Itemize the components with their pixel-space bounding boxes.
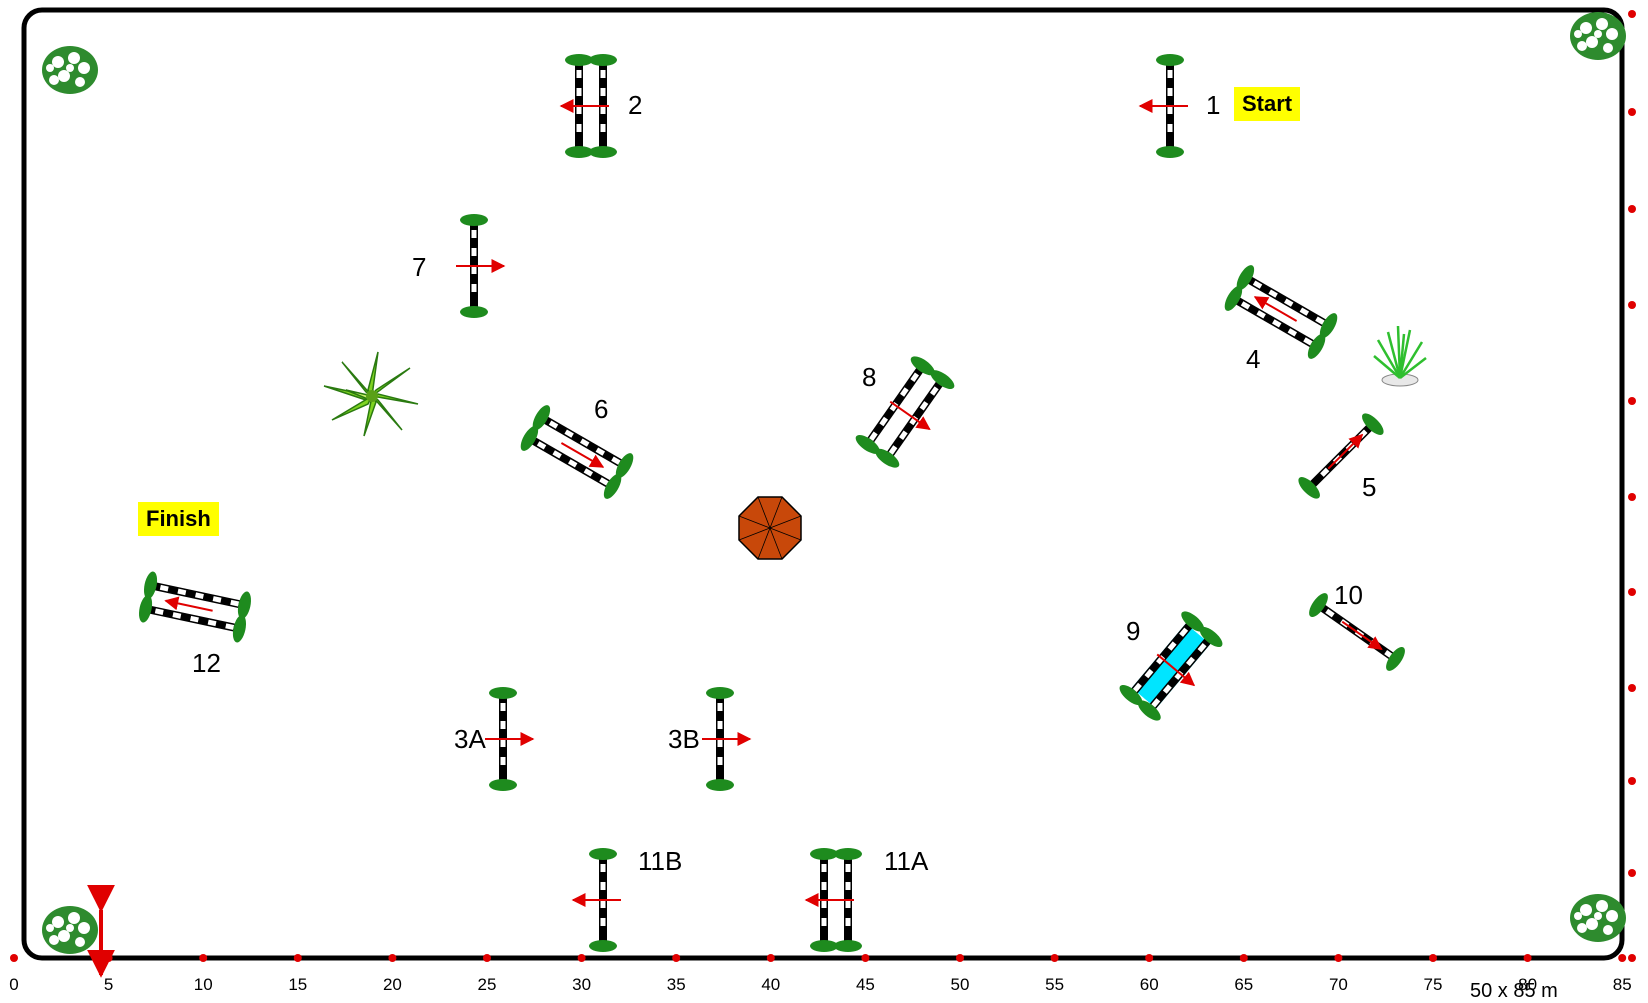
y-tick-mark — [1628, 10, 1636, 18]
start-label: Start — [1234, 87, 1301, 121]
y-tick-mark — [1628, 108, 1636, 116]
obstacle-fence-11b — [571, 848, 621, 952]
x-tick-mark — [672, 954, 681, 962]
x-tick-label: 30 — [572, 975, 591, 994]
x-tick-mark — [861, 954, 870, 962]
obstacle-number-7: 7 — [412, 252, 426, 282]
x-tick-mark — [1239, 954, 1248, 962]
y-tick-mark — [1628, 777, 1636, 785]
direction-arrow — [164, 596, 213, 612]
y-tick-mark — [1628, 205, 1636, 213]
x-tick-label: 80 — [1518, 975, 1537, 994]
x-tick-mark — [1145, 954, 1154, 962]
x-tick-mark — [10, 954, 18, 962]
direction-arrow — [1327, 433, 1364, 470]
x-tick-label: 85 — [1613, 975, 1632, 994]
flower-bush-icon — [42, 46, 98, 94]
x-tick-label: 10 — [194, 975, 213, 994]
obstacle-number-2: 2 — [628, 90, 642, 120]
x-tick-label: 70 — [1329, 975, 1348, 994]
x-tick-mark — [388, 954, 397, 962]
obstacle-fence-12 — [139, 571, 251, 643]
x-tick-mark — [104, 954, 113, 962]
flower-bush-icon — [42, 906, 98, 954]
obstacle-number-4: 4 — [1246, 344, 1260, 374]
obstacle-number-10: 10 — [1334, 580, 1363, 610]
obstacle-number-11a: 11A — [884, 846, 929, 876]
x-tick-label: 20 — [383, 975, 402, 994]
obstacle-number-12: 12 — [192, 648, 221, 678]
obstacle-number-11b: 11B — [638, 846, 682, 876]
obstacle-fence-8 — [855, 356, 955, 468]
palm-plant-icon — [323, 351, 419, 437]
obstacle-number-5: 5 — [1362, 472, 1376, 502]
x-tick-mark — [1334, 954, 1343, 962]
x-tick-mark — [1618, 954, 1627, 962]
y-axis-ruler — [87, 10, 1636, 978]
x-tick-label: 55 — [1045, 975, 1064, 994]
x-tick-mark — [956, 954, 964, 962]
x-tick-label: 25 — [478, 975, 497, 994]
obstacle-fence-3a — [485, 687, 535, 791]
obstacle-number-8: 8 — [862, 362, 876, 392]
y-tick-mark — [1628, 493, 1636, 501]
obstacle-fence-5 — [1298, 413, 1384, 499]
obstacle-fence-1 — [1138, 54, 1188, 158]
y-tick-mark — [1628, 397, 1636, 405]
direction-arrow — [1156, 653, 1196, 687]
obstacle-fence-11a — [804, 848, 862, 952]
direction-arrow — [889, 400, 931, 431]
obstacle-fence-9 — [1119, 611, 1223, 721]
y-tick-mark — [1628, 684, 1636, 692]
x-tick-label: 50 — [951, 975, 970, 994]
arena-border — [21, 7, 1625, 961]
x-tick-mark — [766, 954, 775, 962]
obstacle-number-6: 6 — [594, 394, 608, 424]
direction-arrow — [1341, 620, 1383, 651]
y-tick-mark — [1628, 869, 1636, 877]
grass-pot-icon — [1373, 325, 1427, 387]
direction-arrow — [560, 442, 605, 468]
finish-label: Finish — [138, 502, 219, 536]
x-tick-label: 0 — [9, 975, 18, 994]
obstacle-fence-7 — [456, 214, 506, 318]
obstacle-fence-4 — [1224, 265, 1338, 359]
x-tick-mark — [577, 954, 586, 962]
x-tick-label: 5 — [104, 975, 113, 994]
x-tick-label: 45 — [856, 975, 875, 994]
obstacle-fence-6 — [520, 405, 634, 499]
obstacle-fence-3b — [702, 687, 752, 791]
y-tick-mark — [1628, 954, 1636, 962]
x-tick-label: 40 — [761, 975, 780, 994]
obstacle-number-3b: 3B — [668, 724, 700, 754]
obstacle-number-9: 9 — [1126, 616, 1140, 646]
x-tick-label: 75 — [1424, 975, 1443, 994]
x-tick-mark — [483, 954, 491, 962]
course-dimensions: 50 x 85 m — [1470, 980, 1558, 1002]
obstacle-number-3a: 3A — [454, 724, 486, 754]
obstacle-fence-10 — [1309, 593, 1405, 671]
x-tick-label: 35 — [667, 975, 686, 994]
x-tick-label: 15 — [288, 975, 307, 994]
x-axis-ruler: 0 5 10 15 20 25 30 35 40 45 50 55 60 65 70 75 80 85 — [9, 954, 1632, 994]
x-tick-label: 60 — [1140, 975, 1159, 994]
obstacle-number-1: 1 — [1206, 90, 1220, 120]
obstacles — [139, 54, 1405, 952]
obstacle-fence-2 — [559, 54, 617, 158]
x-tick-mark — [1429, 954, 1437, 962]
y-tick-mark — [1628, 301, 1636, 309]
x-tick-mark — [1523, 954, 1532, 962]
flower-bush-icon — [1570, 12, 1626, 60]
x-tick-mark — [293, 954, 302, 962]
x-tick-label: 65 — [1234, 975, 1253, 994]
x-tick-mark — [199, 954, 208, 962]
y-tick-mark — [1628, 588, 1636, 596]
umbrella-icon — [738, 496, 802, 560]
flower-bush-icon — [1570, 894, 1626, 942]
direction-arrow — [1253, 296, 1298, 322]
x-tick-mark — [1050, 954, 1059, 962]
